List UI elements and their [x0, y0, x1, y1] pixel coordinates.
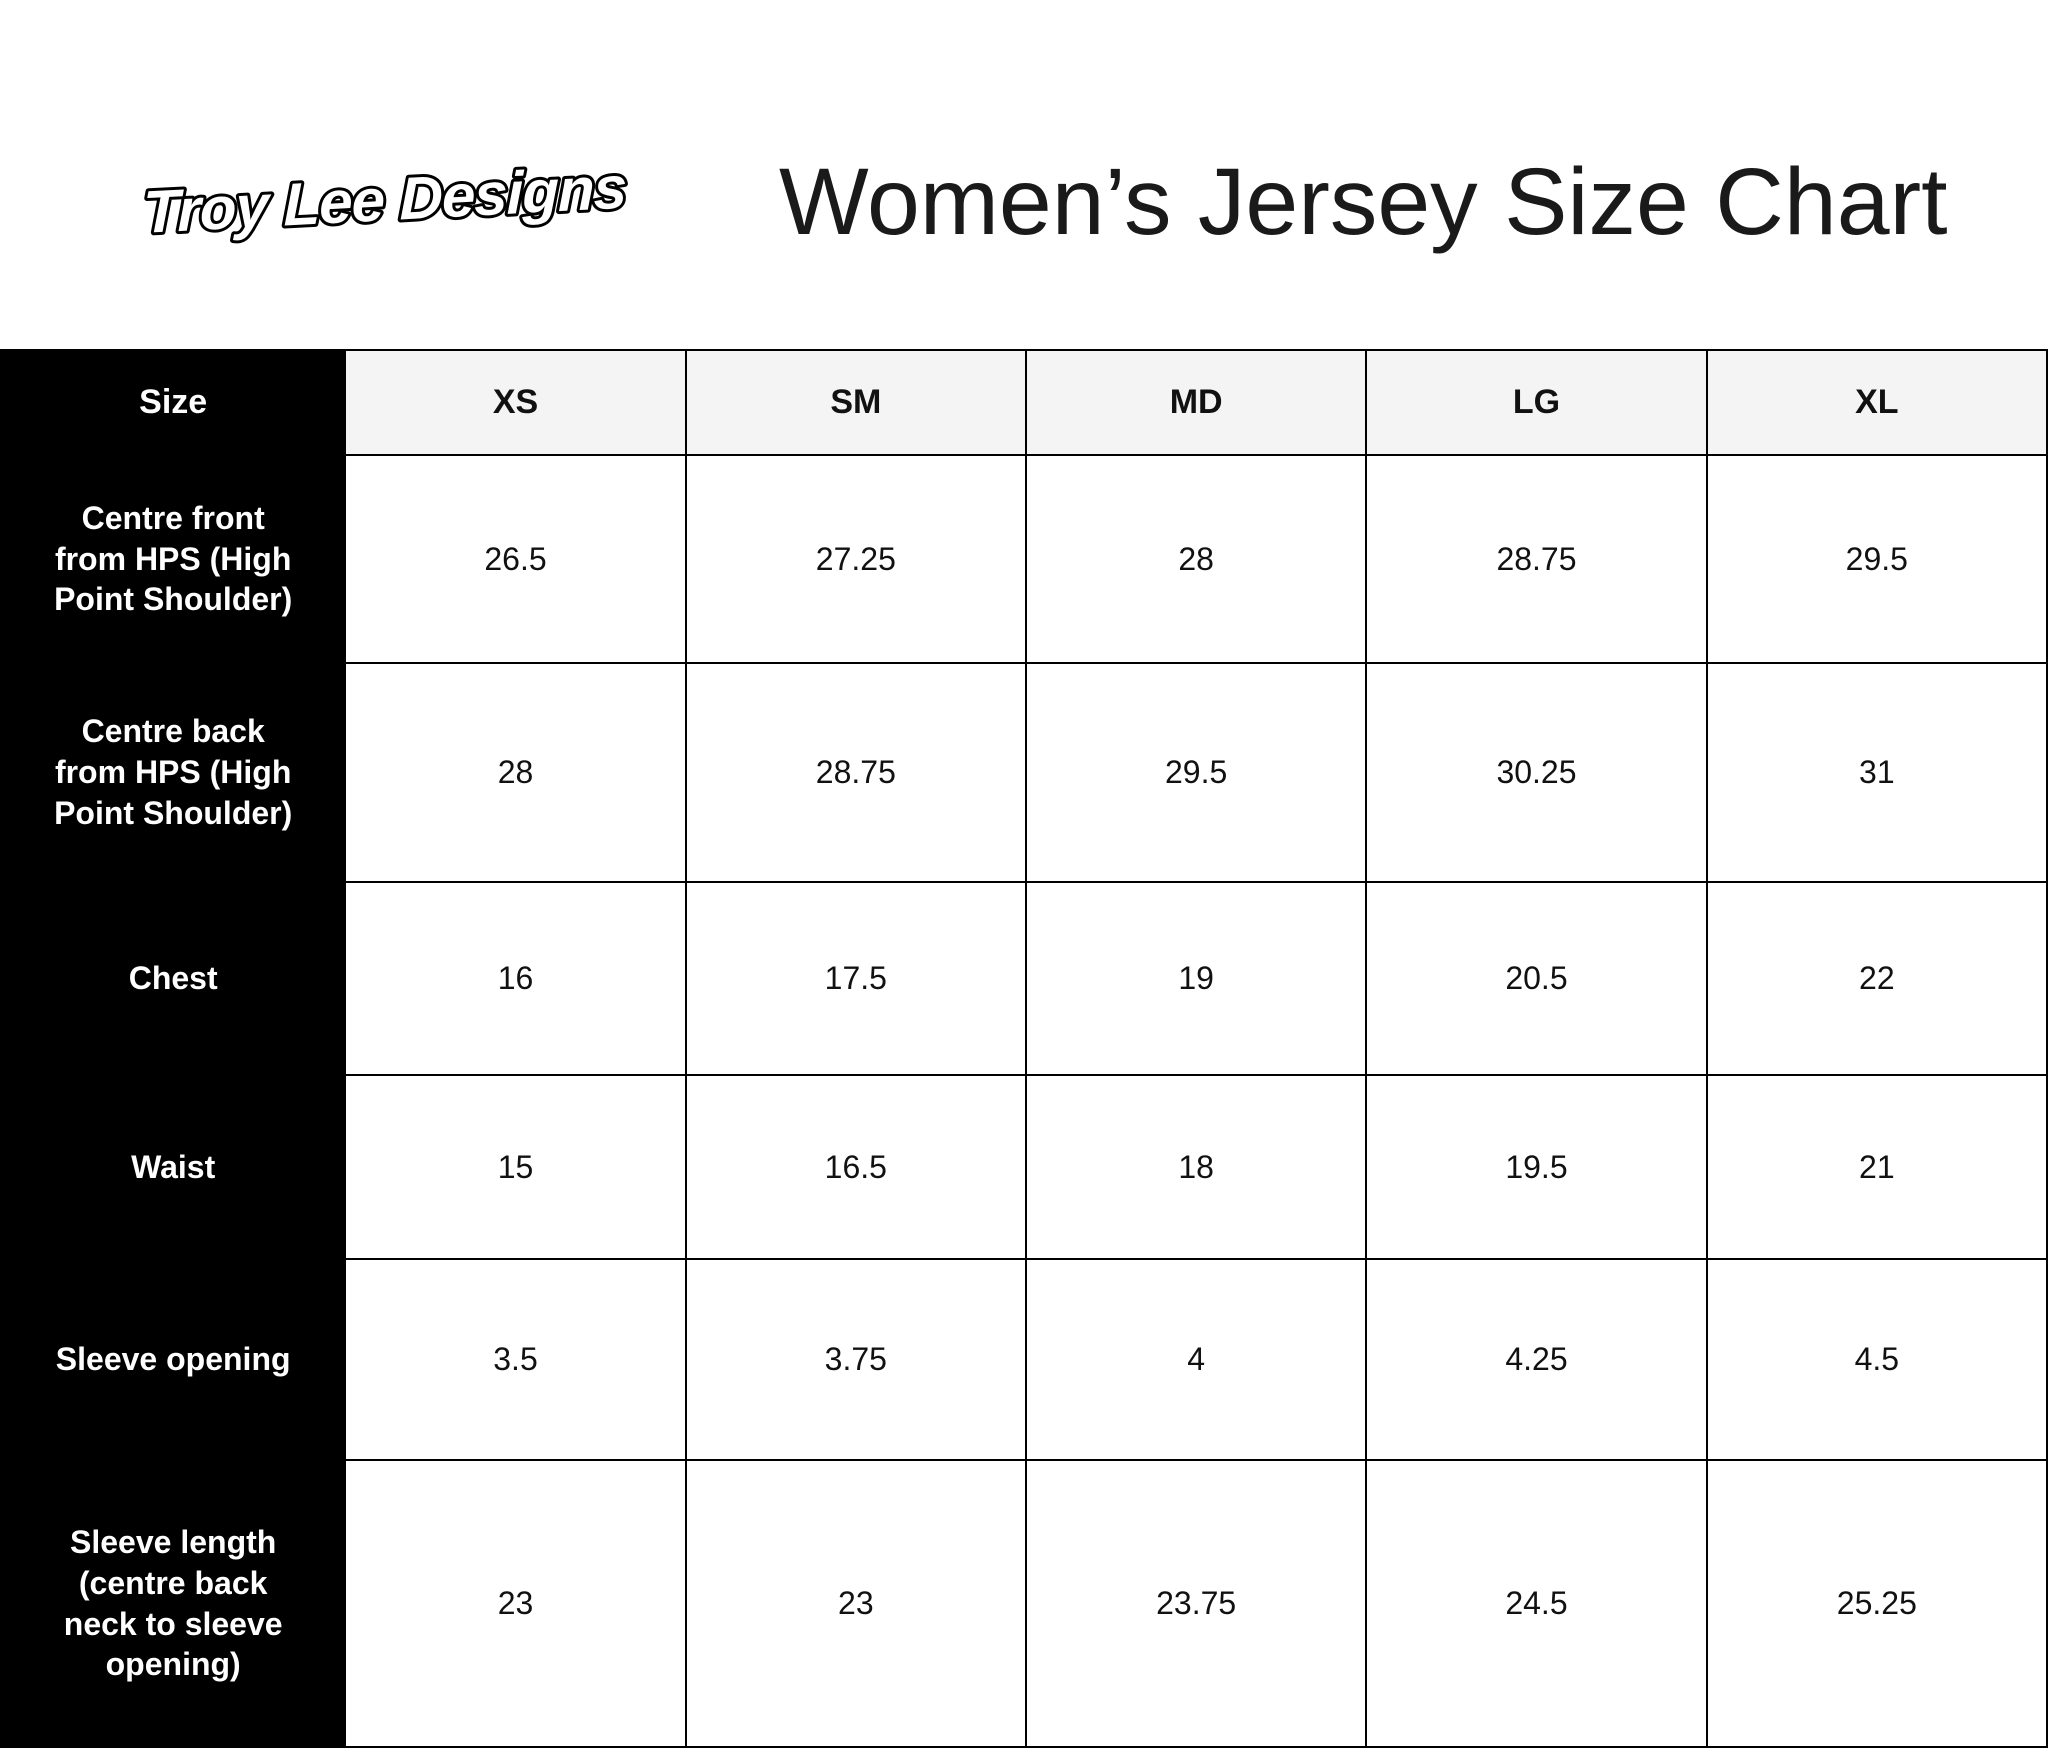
svg-text:Troy Lee Designs: Troy Lee Designs: [143, 154, 626, 246]
